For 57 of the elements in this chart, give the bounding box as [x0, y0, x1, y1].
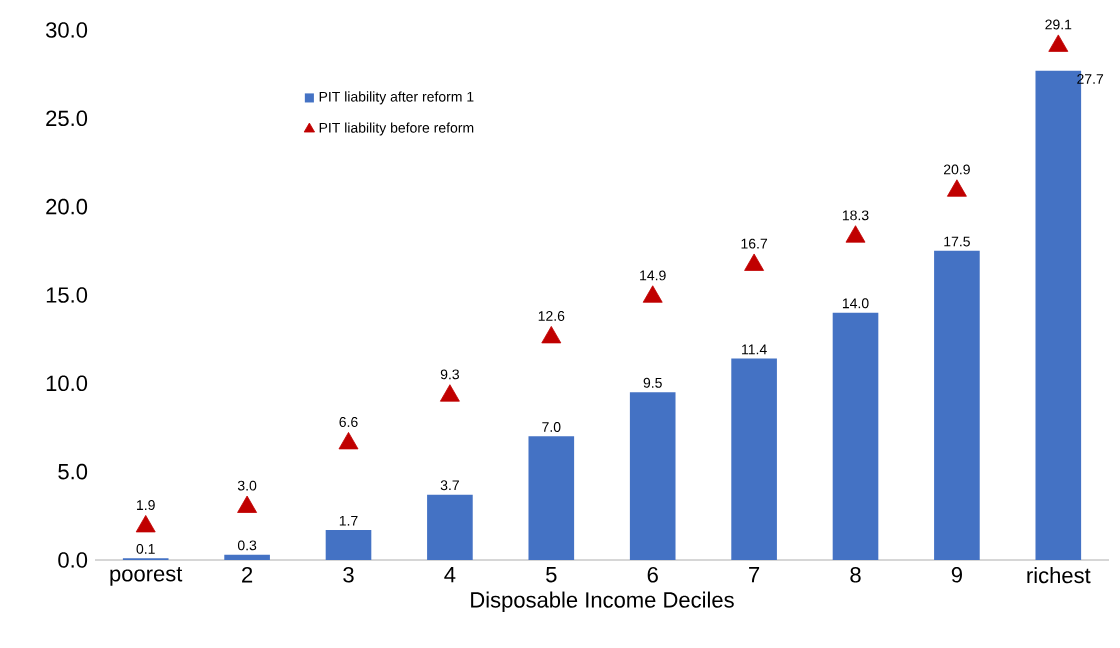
point: [338, 432, 359, 450]
x-tick-label: 8: [850, 567, 861, 583]
point: [845, 225, 866, 243]
x-tick-label: 4: [444, 567, 456, 583]
data-label: 3.7: [440, 480, 459, 491]
data-label: 11.4: [742, 344, 767, 355]
data-label: 9.5: [643, 377, 662, 388]
data-label: 14.9: [640, 270, 666, 281]
x-tick-label: 3: [343, 567, 354, 583]
y-tick-label: 20.0: [46, 198, 88, 215]
data-label: 17.5: [944, 236, 970, 247]
data-label: 29.1: [1045, 19, 1072, 30]
point: [135, 515, 156, 533]
point: [439, 384, 460, 402]
point: [946, 179, 967, 197]
data-label: 1.7: [339, 515, 358, 526]
y-tick-label: 30.0: [45, 22, 88, 38]
data-label: 20.9: [944, 164, 970, 175]
data-label: 7.0: [542, 422, 561, 432]
y-tick-label: 10.0: [46, 375, 88, 392]
bar: [224, 554, 270, 560]
bar: [528, 436, 575, 560]
y-tick-label: 15.0: [46, 287, 88, 303]
point: [642, 285, 663, 303]
bar: [629, 392, 676, 560]
x-tick-label: 5: [546, 567, 557, 583]
bar: [427, 494, 473, 560]
point: [744, 253, 765, 271]
bar: [731, 358, 777, 560]
legend-label: PIT liability before reform: [319, 122, 474, 136]
x-axis-title: Disposable Income Deciles: [471, 591, 734, 613]
y-tick-label: 5.0: [58, 463, 88, 480]
bar: [832, 312, 879, 560]
x-tick-label: 7: [749, 567, 760, 583]
x-tick-label: 2: [242, 567, 253, 583]
point: [541, 326, 562, 344]
point: [237, 495, 258, 513]
data-label: 1.9: [137, 500, 155, 511]
x-tick-label: richest: [1027, 567, 1091, 584]
data-label: 16.7: [741, 238, 768, 249]
data-label: 18.3: [842, 210, 869, 221]
data-label: 9.3: [440, 369, 459, 380]
bar: [325, 529, 372, 560]
data-label: 0.1: [136, 543, 155, 554]
data-label: 12.6: [538, 311, 565, 321]
point: [1048, 34, 1069, 52]
x-tick-label: 6: [647, 567, 658, 583]
legend-label: PIT liability after reform 1: [319, 91, 474, 105]
x-tick-label: 9: [951, 567, 962, 583]
bar: [934, 250, 980, 560]
y-tick-label: 0.0: [58, 552, 88, 568]
x-tick-label: poorest: [110, 567, 183, 586]
y-tick-label: 25.0: [46, 110, 88, 127]
data-label: 14.0: [842, 298, 869, 309]
data-label: 0.3: [237, 540, 257, 551]
data-label: 6.6: [339, 417, 358, 427]
data-label: 3.0: [237, 480, 257, 491]
